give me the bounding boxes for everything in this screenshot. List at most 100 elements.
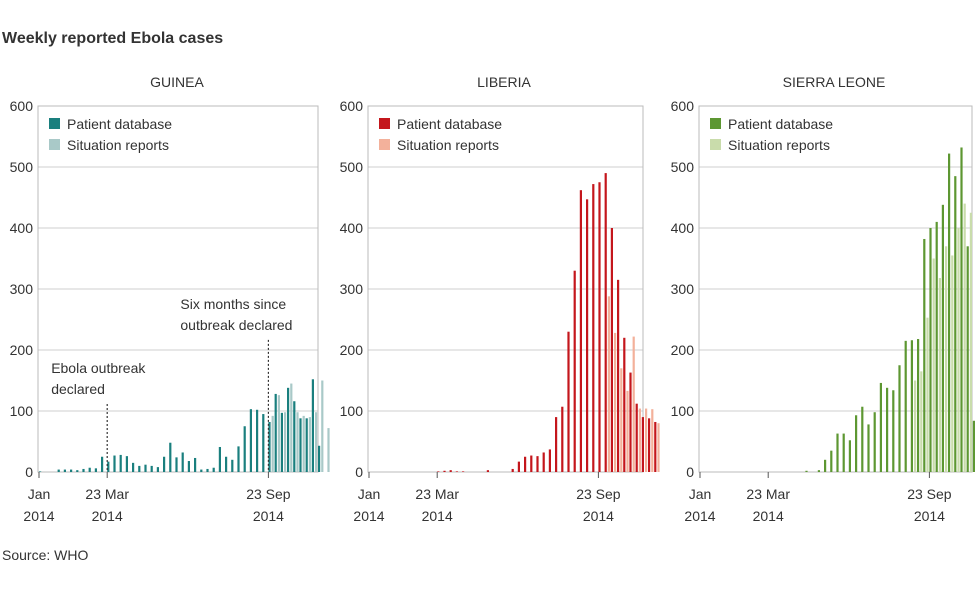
bar-situation-reports (290, 383, 293, 472)
bar-situation-reports (327, 428, 330, 472)
bar-patient-database (867, 424, 870, 472)
page-title: Weekly reported Ebola cases (2, 30, 224, 47)
bar-patient-database (169, 442, 172, 472)
x-tick-label: 2014 (353, 508, 384, 524)
bar-patient-database (181, 452, 184, 472)
x-tick-label: 23 Mar (415, 486, 459, 502)
x-tick-label: 2014 (92, 508, 123, 524)
x-tick-label: 2014 (914, 508, 945, 524)
bar-situation-reports (932, 258, 935, 472)
bar-patient-database (886, 387, 889, 472)
legend-label: Patient database (67, 116, 172, 132)
annotation-text: outbreak declared (180, 317, 292, 333)
y-tick-label: 500 (340, 159, 364, 175)
bar-patient-database (648, 418, 651, 472)
bar-situation-reports (308, 417, 311, 472)
bar-patient-database (305, 418, 308, 472)
bar-patient-database (462, 471, 465, 472)
bar-patient-database (88, 467, 91, 472)
y-tick-label: 200 (340, 342, 364, 358)
bar-patient-database (138, 465, 141, 472)
x-tick-label: 23 Sep (907, 486, 952, 502)
bar-patient-database (437, 471, 440, 472)
chart-title: SIERRA LEONE (783, 74, 886, 90)
bar-patient-database (156, 467, 159, 472)
y-tick-label: 100 (10, 403, 34, 419)
x-tick-label: 2014 (684, 508, 715, 524)
legend-label: Patient database (397, 116, 502, 132)
bar-patient-database (842, 433, 845, 472)
bar-patient-database (293, 401, 296, 472)
bar-patient-database (94, 468, 97, 472)
bar-patient-database (635, 403, 638, 472)
x-tick-label: 2014 (253, 508, 284, 524)
bar-patient-database (57, 469, 60, 472)
bar-patient-database (82, 468, 85, 472)
bar-situation-reports (315, 412, 318, 472)
bar-situation-reports (620, 368, 623, 472)
legend-label: Patient database (728, 116, 833, 132)
bar-patient-database (280, 412, 283, 472)
bar-patient-database (960, 147, 963, 473)
bar-patient-database (455, 471, 458, 472)
x-tick-label: 23 Mar (746, 486, 790, 502)
bar-patient-database (555, 417, 558, 472)
bar-patient-database (654, 421, 657, 472)
bar-patient-database (249, 409, 252, 472)
bar-situation-reports (920, 371, 923, 472)
y-tick-label: 600 (340, 98, 364, 114)
source-note: Source: WHO (2, 547, 89, 563)
bar-patient-database (586, 199, 589, 472)
bar-patient-database (163, 456, 166, 472)
bar-situation-reports (963, 203, 966, 472)
bar-patient-database (175, 457, 178, 472)
bar-patient-database (629, 372, 632, 472)
bar-patient-database (910, 340, 913, 472)
bar-patient-database (212, 467, 215, 472)
bar-patient-database (935, 221, 938, 472)
bar-patient-database (443, 470, 446, 472)
bar-patient-database (592, 184, 595, 472)
bar-patient-database (898, 365, 901, 472)
bar-patient-database (861, 406, 864, 472)
bar-patient-database (206, 468, 209, 472)
legend-swatch (710, 118, 721, 129)
bar-patient-database (530, 455, 533, 472)
chart-panel-1: LIBERIA 0 100 200 300 400 500 600 Jan 2014 23 Mar 2… (340, 74, 660, 524)
bar-patient-database (63, 469, 66, 472)
legend-swatch (379, 118, 390, 129)
bar-patient-database (536, 456, 539, 472)
x-tick-label: Jan (358, 486, 381, 502)
legend-label: Situation reports (728, 137, 830, 153)
bar-patient-database (892, 390, 895, 472)
bar-patient-database (524, 456, 527, 472)
bar-patient-database (836, 433, 839, 472)
bar-situation-reports (614, 332, 617, 472)
bar-situation-reports (626, 390, 629, 472)
bar-situation-reports (607, 296, 610, 472)
bar-situation-reports (638, 408, 641, 472)
bar-patient-database (879, 382, 882, 472)
bar-patient-database (70, 469, 73, 472)
chart-title: LIBERIA (477, 74, 531, 90)
bar-patient-database (604, 173, 607, 472)
bar-patient-database (873, 412, 876, 472)
bar-patient-database (567, 331, 570, 472)
y-tick-label: 300 (671, 281, 695, 297)
bar-situation-reports (957, 228, 960, 472)
bar-situation-reports (632, 336, 635, 472)
y-tick-label: 200 (671, 342, 695, 358)
bar-patient-database (132, 462, 135, 472)
legend-swatch (379, 139, 390, 150)
bar-patient-database (848, 440, 851, 472)
bar-patient-database (610, 228, 613, 472)
y-tick-label: 0 (25, 464, 33, 480)
bar-patient-database (256, 409, 259, 472)
y-tick-label: 400 (340, 220, 364, 236)
y-tick-label: 500 (671, 159, 695, 175)
bar-situation-reports (277, 395, 280, 472)
bar-patient-database (923, 238, 926, 472)
bar-patient-database (262, 414, 265, 472)
y-tick-label: 100 (671, 403, 695, 419)
